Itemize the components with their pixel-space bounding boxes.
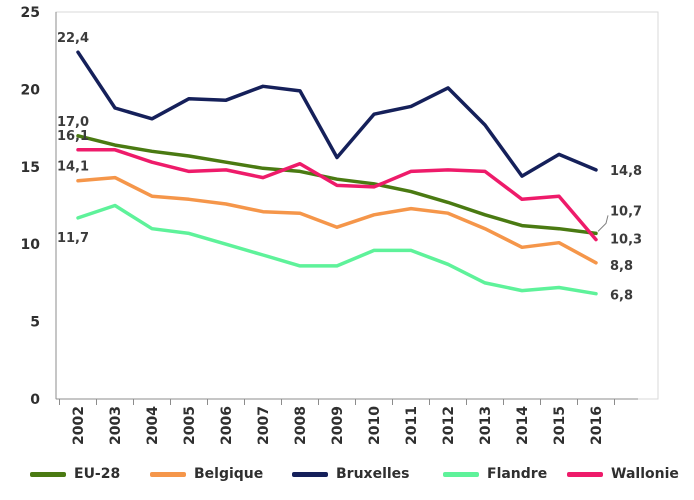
legend-item-eu-28: EU-28 bbox=[30, 462, 120, 486]
x-tick-label: 2003 bbox=[108, 406, 124, 445]
legend-label: Flandre bbox=[487, 466, 548, 482]
data-label: 6,8 bbox=[610, 289, 633, 304]
legend-label: EU-28 bbox=[74, 466, 121, 482]
x-tick-label: 2014 bbox=[515, 406, 531, 445]
x-tick-label: 2016 bbox=[589, 406, 605, 445]
data-label: 10,7 bbox=[610, 204, 642, 219]
legend-label: Wallonie bbox=[611, 466, 679, 482]
legend-swatch bbox=[567, 471, 603, 477]
legend-swatch bbox=[30, 471, 66, 477]
data-label: 17,0 bbox=[57, 115, 89, 130]
x-tick-label: 2015 bbox=[552, 406, 568, 445]
x-tick-label: 2005 bbox=[182, 406, 198, 445]
chart-axes: 0 5 10 15 20 25 2002 2003 2004 2005 2006 2007 2008 20… bbox=[21, 5, 659, 445]
x-tick-label: 2004 bbox=[145, 406, 161, 445]
data-label: 8,8 bbox=[610, 259, 633, 274]
chart-data-labels: 22,4 17,016,1 14,1 11,7 14,8 10,7 10,3 8,8 6,8 bbox=[57, 31, 642, 303]
x-tick-label: 2010 bbox=[367, 406, 383, 445]
chart-legend: EU-28 Belgique Bruxelles Flandre Wallonie bbox=[0, 462, 694, 490]
x-tick-label: 2009 bbox=[330, 406, 346, 445]
y-tick-label: 0 bbox=[30, 392, 40, 408]
x-tick-label: 2011 bbox=[404, 406, 420, 445]
data-label: 16,1 bbox=[57, 129, 89, 144]
x-tick-label: 2012 bbox=[441, 406, 457, 445]
data-label: 11,7 bbox=[57, 231, 89, 246]
x-tick-label: 2007 bbox=[256, 406, 272, 445]
series-line-wallonie bbox=[76, 148, 598, 242]
legend-item-belgique: Belgique bbox=[150, 462, 263, 486]
y-tick-label: 20 bbox=[21, 82, 41, 98]
legend-item-wallonie: Wallonie bbox=[567, 462, 679, 486]
legend-item-bruxelles: Bruxelles bbox=[292, 462, 410, 486]
line-chart: 0 5 10 15 20 25 2002 2003 2004 2005 2006 2007 2008 20… bbox=[21, 5, 659, 445]
y-tick-label: 15 bbox=[21, 160, 40, 176]
x-tick-label: 2002 bbox=[71, 406, 87, 445]
legend-label: Bruxelles bbox=[336, 466, 410, 482]
y-tick-label: 25 bbox=[21, 5, 40, 21]
series-line-belgique bbox=[76, 175, 598, 265]
legend-swatch bbox=[443, 471, 479, 477]
legend-label: Belgique bbox=[194, 466, 264, 482]
data-label-leader-line bbox=[597, 215, 609, 232]
x-tick-label: 2013 bbox=[478, 406, 494, 445]
y-tick-label: 5 bbox=[30, 315, 40, 331]
y-tick-label: 10 bbox=[21, 237, 41, 253]
chart-series-lines bbox=[76, 50, 598, 296]
legend-item-flandre: Flandre bbox=[443, 462, 547, 486]
data-label: 14,8 bbox=[610, 164, 642, 179]
series-line-bruxelles bbox=[76, 50, 598, 178]
legend-swatch bbox=[292, 471, 328, 477]
series-line-flandre bbox=[76, 203, 598, 296]
x-tick-label: 2008 bbox=[293, 406, 309, 445]
legend-swatch bbox=[150, 471, 186, 477]
data-label: 22,4 bbox=[57, 31, 89, 46]
series-line-eu-28 bbox=[76, 134, 598, 236]
data-label: 14,1 bbox=[57, 160, 89, 175]
data-label: 10,3 bbox=[610, 233, 642, 248]
x-tick-label: 2006 bbox=[219, 406, 235, 445]
